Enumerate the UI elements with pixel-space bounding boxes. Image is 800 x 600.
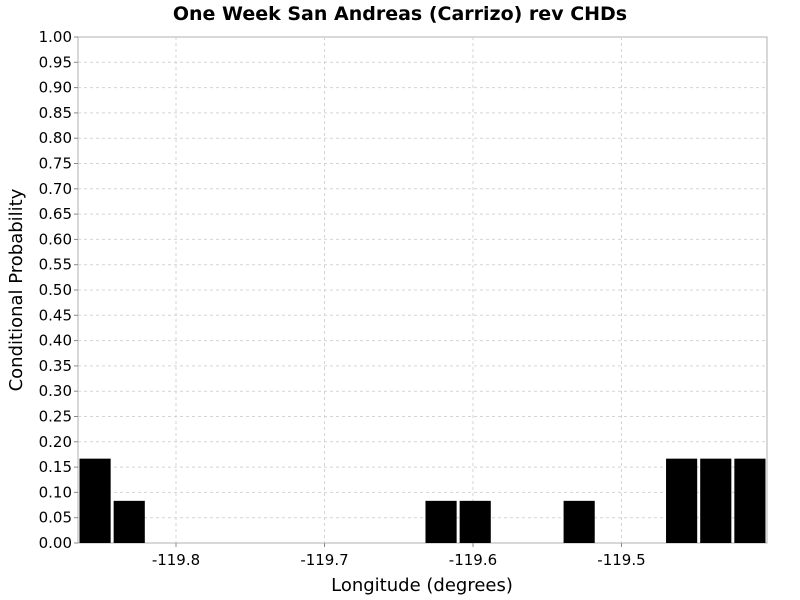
bar-6	[700, 458, 732, 543]
y-axis: 0.00 0.05 0.10 0.15 0.20 0.25 0.30 0.35 0.40 0.45…	[39, 28, 78, 552]
x-axis-title: Longitude (degrees)	[331, 575, 513, 596]
y-tick-label: 0.50	[39, 281, 72, 299]
y-tick-label: 0.35	[39, 357, 72, 375]
y-tick-label: 0.05	[39, 509, 72, 527]
bars	[79, 458, 766, 543]
y-tick-label: 0.10	[39, 483, 72, 501]
y-tick-label: 0.70	[39, 180, 72, 198]
bar-2	[425, 500, 457, 543]
bar-1	[113, 500, 145, 543]
y-tick-label: 0.45	[39, 306, 72, 324]
x-tick-label: -119.8	[152, 551, 200, 569]
x-axis: -119.8 -119.7 -119.6 -119.5	[152, 543, 646, 569]
x-tick-label: -119.7	[300, 551, 348, 569]
y-tick-label: 0.65	[39, 205, 72, 223]
y-tick-label: 0.40	[39, 332, 72, 350]
grid	[78, 37, 767, 543]
y-tick-label: 0.80	[39, 129, 72, 147]
y-axis-title: Conditional Probability	[6, 188, 27, 391]
x-tick-label: -119.6	[449, 551, 497, 569]
y-tick-label: 0.15	[39, 458, 72, 476]
y-tick-label: 0.30	[39, 382, 72, 400]
y-tick-label: 0.60	[39, 230, 72, 248]
y-tick-label: 0.75	[39, 155, 72, 173]
bar-4	[563, 500, 595, 543]
x-tick-label: -119.5	[597, 551, 645, 569]
bar-0	[79, 458, 111, 543]
y-tick-label: 0.00	[39, 534, 72, 552]
y-tick-label: 0.20	[39, 433, 72, 451]
chart-title: One Week San Andreas (Carrizo) rev CHDs	[173, 3, 627, 25]
y-tick-label: 0.25	[39, 408, 72, 426]
y-tick-label: 0.55	[39, 256, 72, 274]
y-tick-label: 0.85	[39, 104, 72, 122]
y-tick-label: 0.90	[39, 79, 72, 97]
bar-5	[666, 458, 698, 543]
bar-7	[734, 458, 766, 543]
y-tick-label: 0.95	[39, 53, 72, 71]
bar-3	[459, 500, 491, 543]
y-tick-label: 1.00	[39, 28, 72, 46]
